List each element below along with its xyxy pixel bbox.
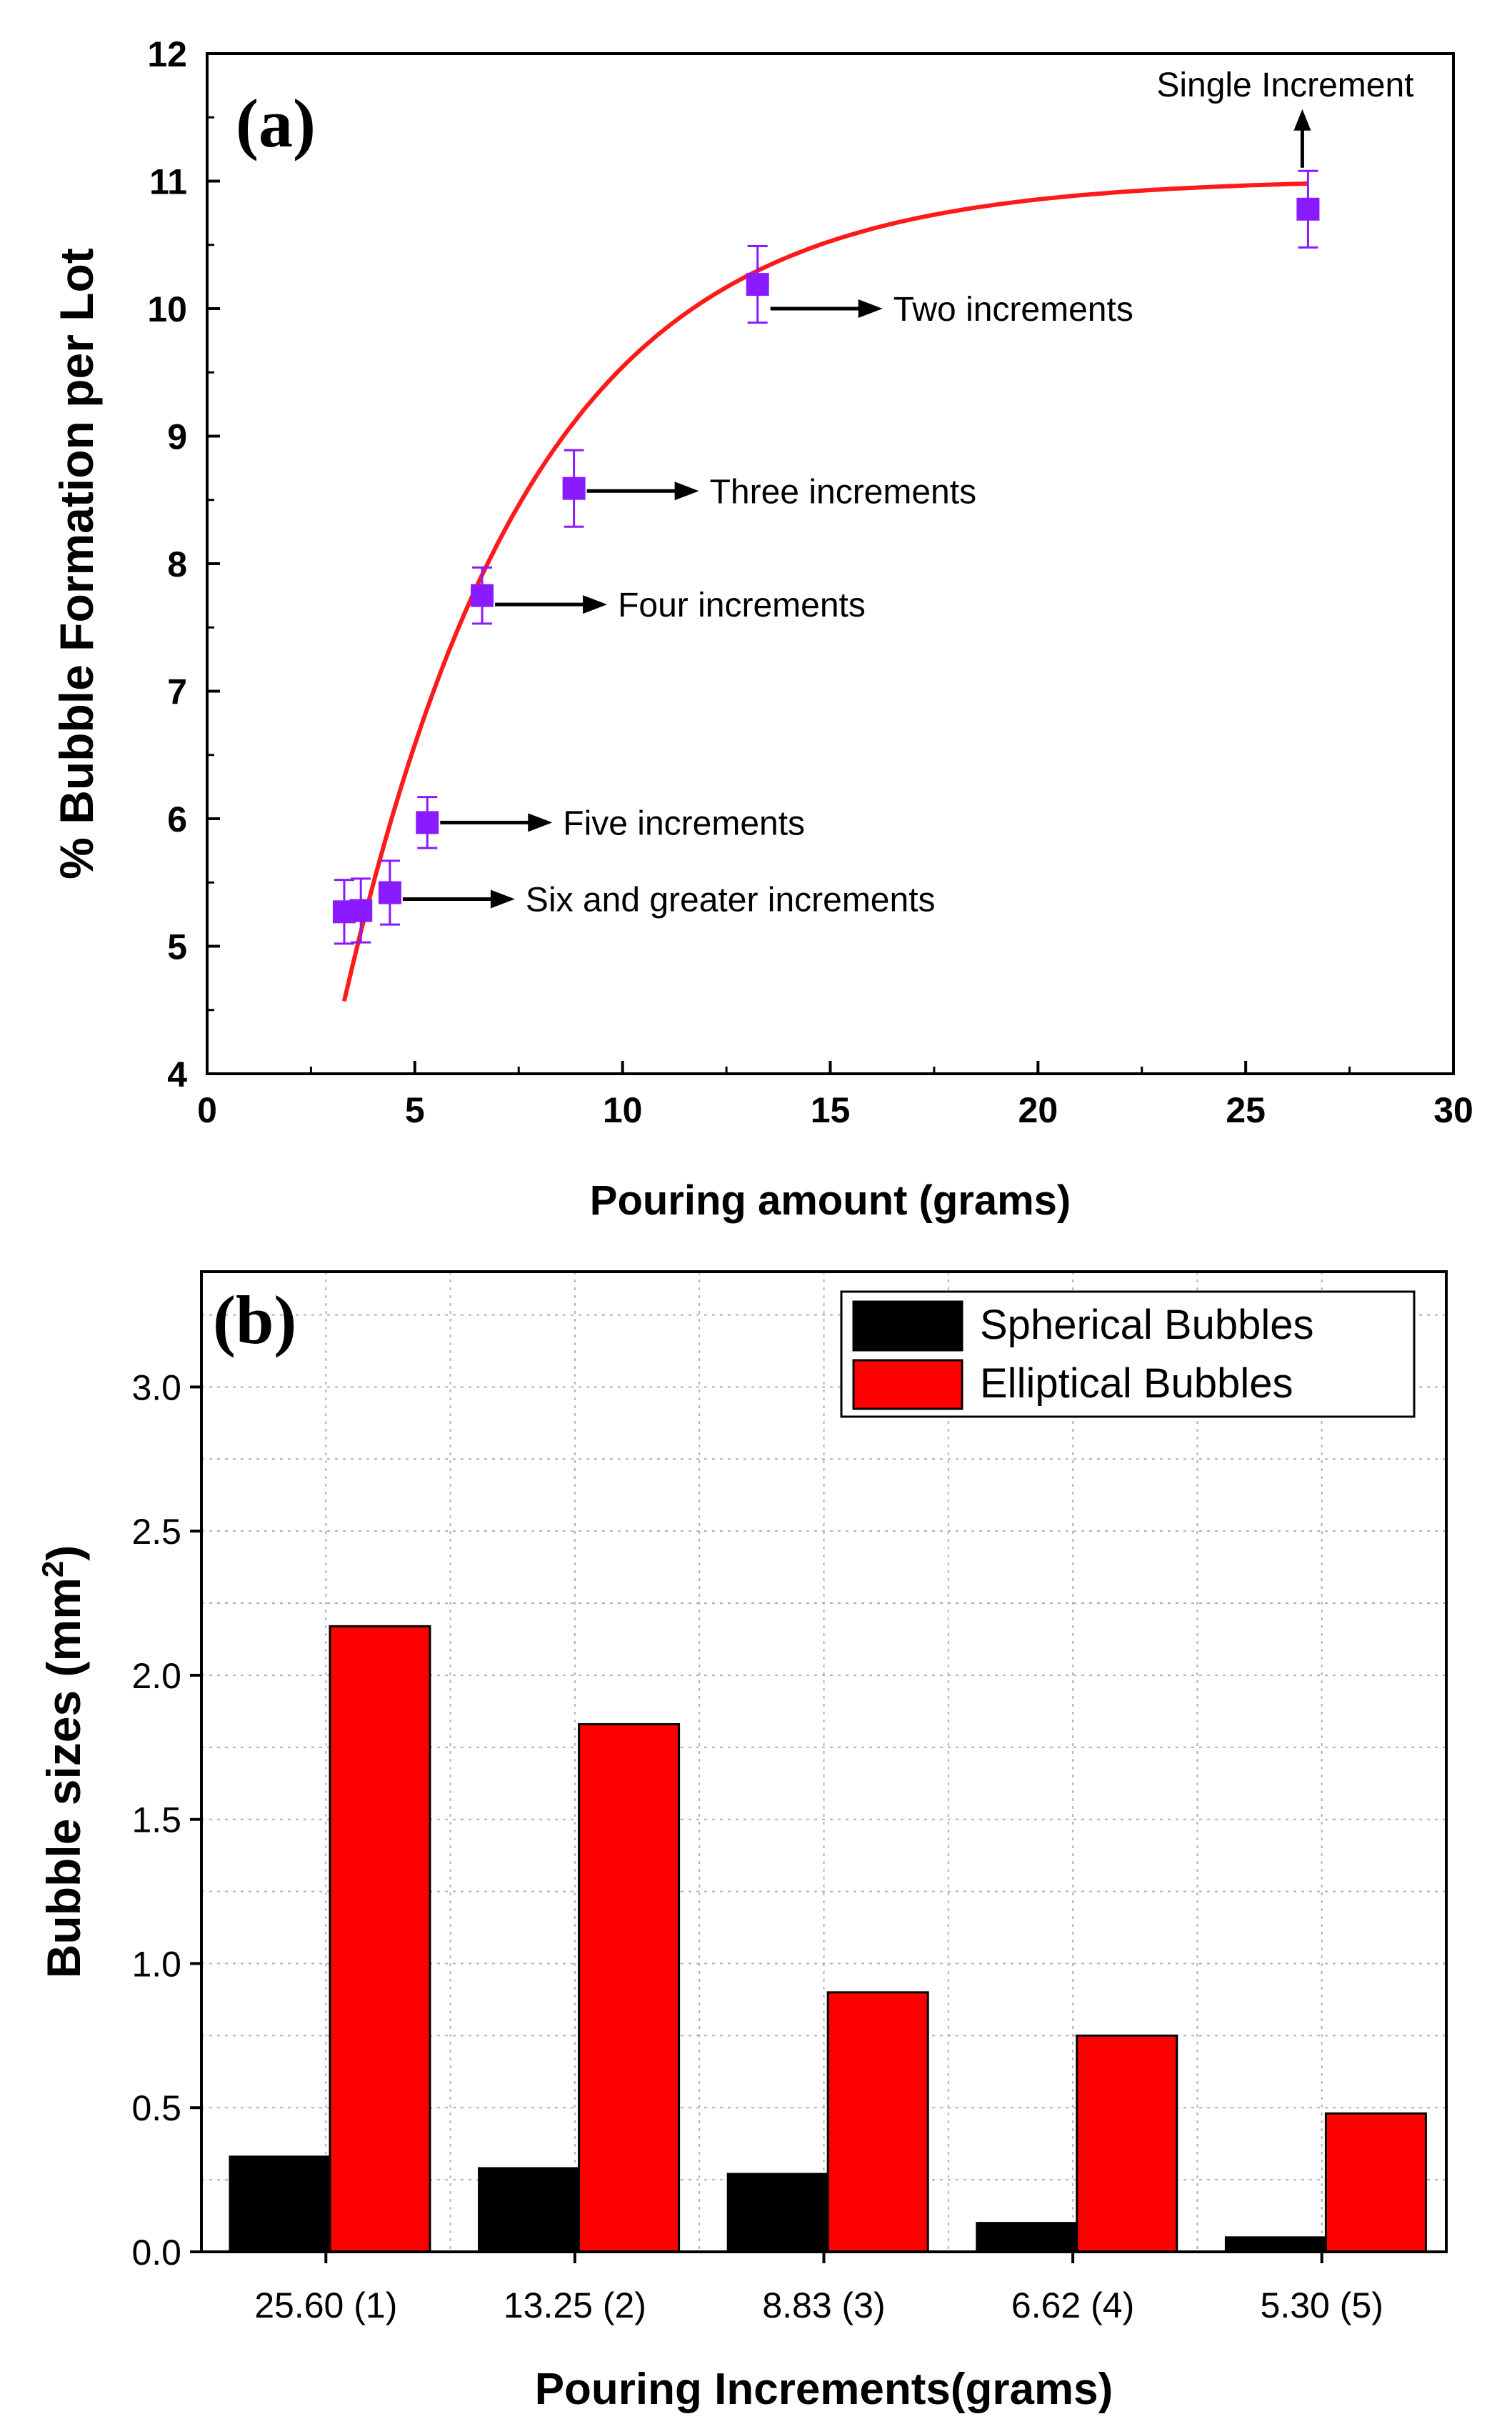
panel-a-y-tick-label: 12	[147, 34, 187, 74]
panel-b-label: (b)	[213, 1282, 296, 1358]
panel-a-arrow-head	[1293, 109, 1311, 131]
panel-a-fit-curve-group	[341, 181, 1308, 1002]
panel-a-y-axis-title: % Bubble Formation per Lot	[50, 248, 103, 879]
panel-b-legend-label: Spherical Bubbles	[980, 1302, 1314, 1348]
panel-b-y-axis-title: Bubble sizes (mm2)	[36, 1545, 90, 1978]
panel-b-bar-elliptical	[329, 1625, 431, 2253]
panel-a-data-points	[332, 169, 1320, 945]
panel-a-data-point	[378, 881, 401, 904]
panel-b-ticks: 0.0 0.5 1.0 1.5 2.0 2.5 3.0 25.60 (1) 13.25 (2) 8…	[131, 1367, 1383, 2325]
panel-a-y-tick-label: 6	[167, 799, 187, 839]
panel-a-x-tick-label: 0	[197, 1090, 217, 1130]
panel-b-bar-chart: 0.0 0.5 1.0 1.5 2.0 2.5 3.0 25.60 (1) 13.25 (2) 8…	[36, 1270, 1448, 2414]
panel-a-y-tick-label: 11	[149, 162, 187, 202]
panel-a-arrow-head	[858, 299, 883, 318]
panel-b-y-axis-title-main: Bubble sizes (mm	[37, 1577, 90, 1978]
panel-a-fit-curve	[341, 181, 1308, 1002]
panel-a-arrow-head	[490, 889, 515, 909]
panel-a-y-tick-label: 9	[167, 417, 187, 457]
panel-a-arrow-head	[674, 482, 699, 501]
panel-a-ticks: 0 5 10 15 20 25 30 4 5 6 7 8 9 10 11 12	[147, 34, 1473, 1130]
panel-b-bar-elliptical	[1076, 2034, 1178, 2253]
panel-a-scatter-chart: 0 5 10 15 20 25 30 4 5 6 7 8 9 10 11 12 Single Incremen…	[50, 34, 1473, 1224]
panel-a-x-tick-label: 30	[1433, 1090, 1473, 1130]
panel-a-data-point	[562, 477, 586, 500]
panel-a-annotation-label: Two increments	[893, 291, 1133, 329]
panel-a-annotation-label: Five increments	[563, 804, 805, 842]
panel-a-data-point	[349, 899, 373, 922]
panel-a-plot-frame	[206, 52, 1455, 1075]
panel-b-y-axis-title-superscript: 2	[36, 1561, 69, 1577]
panel-b-legend: Spherical Bubbles Elliptical Bubbles	[840, 1290, 1416, 1418]
panel-a-x-tick-label: 20	[1018, 1090, 1058, 1130]
panel-a-annotations: Single Increment Two increments Three incr…	[402, 66, 1414, 919]
panel-b-bar-spherical	[478, 2167, 581, 2253]
panel-a-y-tick-label: 4	[167, 1054, 187, 1094]
panel-a-x-tick-label: 10	[603, 1090, 643, 1130]
panel-b-x-tick-label: 25.60 (1)	[254, 2285, 397, 2325]
panel-a-label: (a)	[236, 85, 316, 161]
panel-a-y-tick-label: 5	[167, 927, 187, 967]
panel-b-legend-swatch	[852, 1359, 963, 1410]
panel-a-arrow-head	[583, 595, 608, 614]
panel-b-x-tick-label: 5.30 (5)	[1261, 2285, 1383, 2325]
panel-a-y-tick-label: 10	[147, 289, 187, 329]
panel-a-x-tick-label: 15	[811, 1090, 851, 1130]
panel-b-y-tick-label: 0.0	[131, 2233, 181, 2273]
panel-b-x-tick-label: 8.83 (3)	[762, 2285, 885, 2325]
panel-b-y-tick-label: 2.0	[131, 1656, 181, 1696]
panel-b-legend-label: Elliptical Bubbles	[980, 1360, 1293, 1407]
panel-b-y-tick-label: 1.5	[131, 1800, 181, 1840]
panel-b-bar-spherical	[1224, 2236, 1327, 2253]
panel-b-bar-spherical	[976, 2222, 1078, 2253]
panel-b-bars	[229, 1625, 1427, 2253]
panel-a-y-tick-label: 8	[167, 544, 187, 584]
panel-a-annotation-label: Three increments	[710, 473, 976, 511]
panel-b-y-axis-title-end: )	[37, 1545, 90, 1561]
panel-a-arrow-head	[528, 813, 553, 832]
panel-a-x-tick-label: 5	[405, 1090, 425, 1130]
panel-a-annotation-label: Six and greater increments	[526, 881, 936, 919]
panel-b-y-tick-label: 2.5	[131, 1512, 181, 1552]
panel-b-bar-spherical	[726, 2173, 829, 2253]
panel-b-x-tick-label: 13.25 (2)	[504, 2285, 646, 2325]
panel-a-data-point	[416, 811, 439, 834]
panel-a-y-tick-label: 7	[167, 672, 187, 712]
panel-b-x-axis-title: Pouring Increments(grams)	[535, 2365, 1113, 2414]
panel-a-data-point	[746, 273, 769, 296]
panel-b-y-tick-label: 3.0	[131, 1367, 181, 1407]
panel-a-x-axis-title: Pouring amount (grams)	[590, 1177, 1071, 1224]
panel-b-bar-elliptical	[826, 1991, 929, 2253]
panel-b-bar-elliptical	[1324, 2112, 1427, 2253]
panel-a-data-point	[471, 584, 494, 607]
panel-b-bar-elliptical	[578, 1723, 681, 2253]
panel-b-y-tick-label: 1.0	[131, 1944, 181, 1984]
panel-a-annotation-label: Four increments	[618, 587, 866, 624]
panel-b-legend-swatch	[852, 1300, 963, 1352]
panel-a-annotation-label: Single Increment	[1156, 66, 1413, 104]
panel-b-y-tick-label: 0.5	[131, 2088, 181, 2128]
panel-a-x-tick-label: 25	[1226, 1090, 1266, 1130]
panel-a-data-point	[1296, 197, 1320, 221]
panel-b-bar-spherical	[229, 2155, 331, 2253]
panel-b-x-tick-label: 6.62 (4)	[1011, 2285, 1134, 2325]
